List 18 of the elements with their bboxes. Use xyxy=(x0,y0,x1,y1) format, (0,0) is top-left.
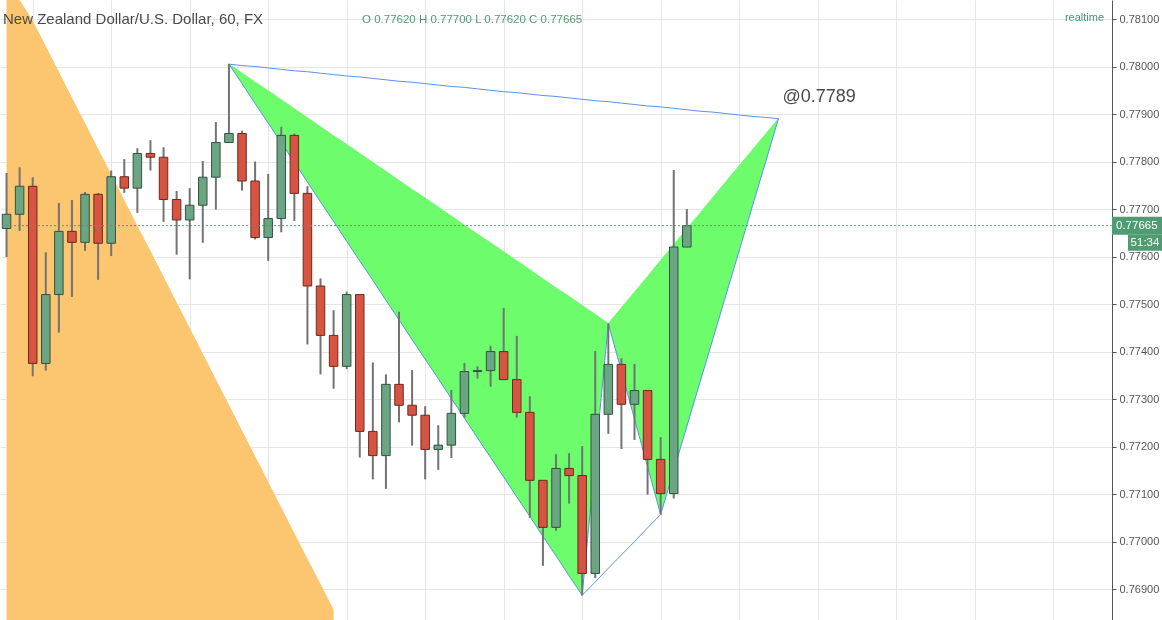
y-tick-label: 0.77900 xyxy=(1119,107,1160,120)
annotation: realtime xyxy=(1064,11,1104,23)
y-tick-label: 0.77300 xyxy=(1119,392,1160,405)
y-tick-label: 0.77200 xyxy=(1119,440,1160,453)
y-tick-label: 0.77500 xyxy=(1119,297,1160,310)
ref-line-label: 0.77665 xyxy=(1116,218,1158,231)
y-tick-label: 0.77700 xyxy=(1119,202,1160,215)
y-tick-label: 0.77100 xyxy=(1119,487,1160,500)
y-tick-label: 0.76900 xyxy=(1119,582,1160,595)
y-tick-label: 0.78100 xyxy=(1119,12,1160,25)
y-tick-label: 0.77600 xyxy=(1119,250,1160,263)
y-tick-label: 0.77400 xyxy=(1119,345,1160,358)
text: 51:34 xyxy=(1130,235,1160,248)
text: O 0.77620 H 0.77700 L 0.77620 C 0.77665 xyxy=(362,13,583,25)
y-tick-label: 0.77800 xyxy=(1119,155,1160,168)
y-tick-label: 0.78000 xyxy=(1119,60,1160,73)
annotation: @0.7789 xyxy=(782,85,856,106)
y-tick-label: 0.77000 xyxy=(1119,535,1160,548)
